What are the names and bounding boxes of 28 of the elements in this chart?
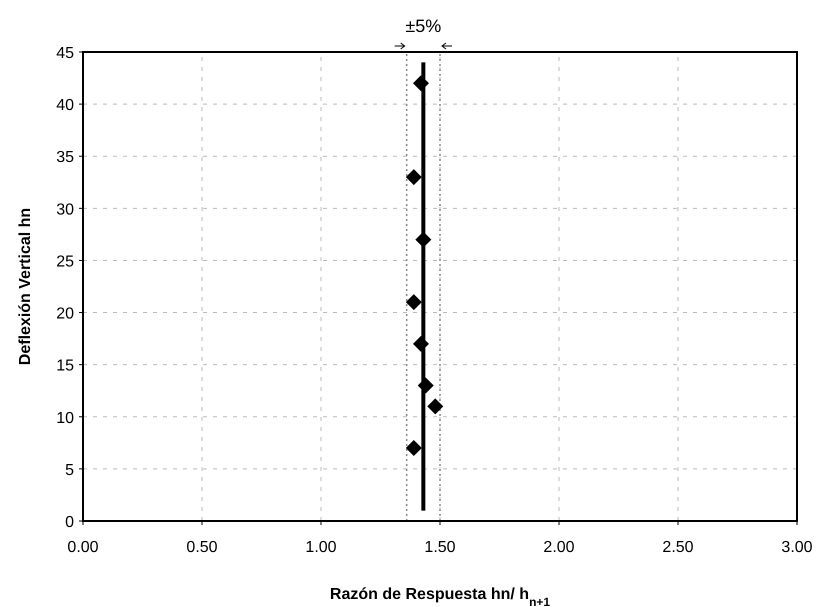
x-tick-label: 0.50 bbox=[186, 539, 218, 556]
point bbox=[406, 294, 422, 310]
y-tick-label: 5 bbox=[65, 462, 74, 479]
y-tick-label: 15 bbox=[56, 358, 74, 375]
point bbox=[418, 378, 434, 394]
y-tick-label: 30 bbox=[56, 201, 74, 218]
x-tick-label: 1.00 bbox=[305, 539, 337, 556]
x-tick-label: 0.00 bbox=[67, 539, 99, 556]
point bbox=[412, 75, 429, 92]
point bbox=[406, 440, 422, 456]
x-tick-label: 2.00 bbox=[543, 539, 575, 556]
y-axis-title: Deflexión Vertical hn bbox=[17, 208, 34, 366]
y-tick-label: 45 bbox=[56, 45, 74, 62]
y-tick-label: 10 bbox=[56, 410, 74, 427]
y-tick-label: 20 bbox=[56, 306, 74, 323]
y-tick-label: 25 bbox=[56, 253, 74, 270]
x-tick-label: 1.50 bbox=[424, 539, 456, 556]
text: ±5% bbox=[405, 16, 442, 36]
point bbox=[412, 336, 429, 352]
y-tick-label: 35 bbox=[56, 149, 74, 166]
y-tick-label: 40 bbox=[56, 97, 74, 114]
point bbox=[406, 169, 422, 186]
point bbox=[415, 232, 432, 248]
point bbox=[427, 398, 444, 414]
x-tick-label: 3.00 bbox=[781, 539, 813, 556]
y-tick-label: 0 bbox=[65, 514, 74, 531]
x-axis-title: Razón de Respuesta hn/ h$_{n+1}$ bbox=[330, 586, 550, 607]
x-tick-label: 2.50 bbox=[662, 539, 694, 556]
